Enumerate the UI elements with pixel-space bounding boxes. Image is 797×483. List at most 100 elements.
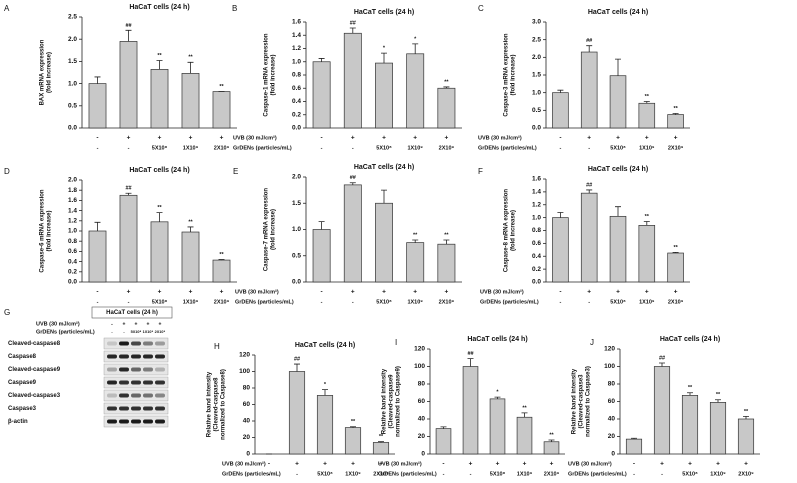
uvb-sign: + — [445, 135, 449, 142]
uvb-sign: + — [645, 289, 649, 296]
significance-label: ** — [522, 405, 527, 411]
grdens-dose: - — [559, 299, 561, 305]
bar — [312, 61, 331, 129]
grdens-dose: 5X10⁸ — [131, 330, 142, 334]
chart-title: HaCaT cells (24 h) — [588, 166, 648, 173]
uvb-sign: + — [645, 135, 649, 142]
uvb-label: UVB (30 mJ/cm²) — [478, 134, 522, 141]
significance-label: ** — [549, 432, 554, 438]
y-tick-label: 0 — [421, 451, 425, 458]
grdens-dose: - — [128, 145, 130, 151]
panel-letter: E — [233, 167, 238, 176]
blot-band — [155, 341, 165, 346]
y-tick-label: 1.0 — [68, 228, 77, 235]
error-bar — [156, 60, 163, 70]
uvb-sign: + — [158, 289, 162, 296]
error-bar — [187, 226, 194, 233]
uvb-sign: + — [445, 289, 449, 296]
uvb-sign: + — [220, 289, 224, 296]
y-tick-label: 100 — [414, 363, 425, 370]
bar — [181, 73, 200, 129]
uvb-sign: + — [382, 289, 386, 296]
grdens-dose: - — [97, 145, 99, 151]
uvb-sign: + — [295, 461, 299, 468]
bar — [343, 32, 362, 129]
blot-band — [155, 380, 165, 385]
uvb-sign: + — [587, 289, 591, 296]
bar — [462, 366, 479, 455]
grdens-dose: 1X10⁹ — [639, 145, 655, 151]
uvb-sign: - — [559, 135, 561, 142]
blot-band — [119, 354, 129, 359]
panel-letter: F — [478, 167, 483, 176]
bar — [609, 75, 627, 129]
y-tick-label: 120 — [414, 346, 425, 353]
significance-label: ** — [688, 385, 693, 391]
error-bar — [743, 415, 749, 419]
uvb-sign: - — [321, 289, 323, 296]
error-bar — [494, 396, 501, 399]
bar — [681, 395, 699, 455]
y-tick-label: 100 — [239, 368, 250, 375]
grdens-dose: 1X10⁹ — [345, 471, 361, 477]
significance-label: ** — [444, 232, 449, 238]
y-tick-label: 80 — [608, 381, 616, 388]
significance-label: ## — [586, 182, 592, 188]
y-tick-label: 1.6 — [292, 19, 301, 26]
grdens-dose: 2X10⁹ — [155, 330, 166, 334]
uvb-sign: + — [716, 461, 720, 468]
grdens-dose: 5X10⁸ — [152, 299, 168, 305]
y-tick-label: 40 — [418, 416, 426, 423]
grdens-dose: - — [352, 145, 354, 151]
bar — [543, 441, 560, 455]
grdens-dose: 2X10⁹ — [373, 471, 389, 477]
y-axis-label: Caspase-1 mRNA expression — [264, 33, 270, 116]
error-bar — [586, 189, 593, 194]
y-tick-label: 0.0 — [68, 279, 77, 286]
grdens-dose: 2X10⁹ — [214, 145, 230, 151]
y-tick-label: 80 — [418, 381, 426, 388]
blot-band — [131, 367, 141, 372]
error-bar — [615, 58, 621, 76]
chart-title: HaCaT cells (24 h) — [354, 164, 414, 171]
blot-band — [107, 367, 117, 372]
y-tick-label: 1.0 — [532, 214, 541, 221]
y-tick-label: 1.4 — [68, 207, 77, 214]
y-tick-label: 1.0 — [292, 226, 301, 233]
error-bar — [318, 58, 325, 62]
blot-band — [155, 419, 165, 424]
uvb-sign: - — [321, 135, 323, 142]
blot-title: HaCaT cells (24 h) — [106, 310, 158, 316]
blot-band — [143, 419, 153, 424]
y-tick-label: 0.0 — [532, 125, 541, 132]
grdens-dose: 1X10⁹ — [143, 330, 154, 334]
y-tick-label: 40 — [608, 416, 616, 423]
y-tick-label: 0 — [611, 451, 615, 458]
y-tick-label: 2.5 — [68, 14, 77, 21]
y-tick-label: 2.0 — [68, 36, 77, 43]
grdens-dose: 2X10⁹ — [544, 471, 560, 477]
y-tick-label: 0.8 — [532, 227, 541, 234]
y-tick-label: 20 — [608, 433, 616, 440]
uvb-sign: + — [660, 461, 664, 468]
y-tick-label: 20 — [243, 434, 251, 441]
band-label: Caspase3 — [8, 406, 37, 412]
blot-band — [155, 367, 165, 372]
error-bar — [156, 212, 163, 222]
chart-title: HaCaT cells (24 h) — [467, 336, 527, 343]
bar — [625, 438, 643, 455]
blot-band — [143, 393, 153, 398]
grdens-dose: 1X10⁹ — [639, 299, 655, 305]
bar — [552, 217, 569, 283]
significance-label: ** — [188, 55, 193, 61]
y-axis-label: (Cleaved-caspase3 — [579, 374, 585, 429]
uvb-sign: + — [127, 135, 131, 142]
panel-letter: I — [395, 338, 397, 347]
significance-label: ## — [125, 186, 131, 192]
uvb-sign: - — [96, 135, 98, 142]
bar — [288, 371, 306, 455]
y-axis-label: Relative band intensity — [382, 368, 388, 434]
bar — [638, 102, 656, 129]
significance-label: * — [324, 382, 327, 388]
grdens-dose: 5X10⁸ — [610, 145, 626, 151]
